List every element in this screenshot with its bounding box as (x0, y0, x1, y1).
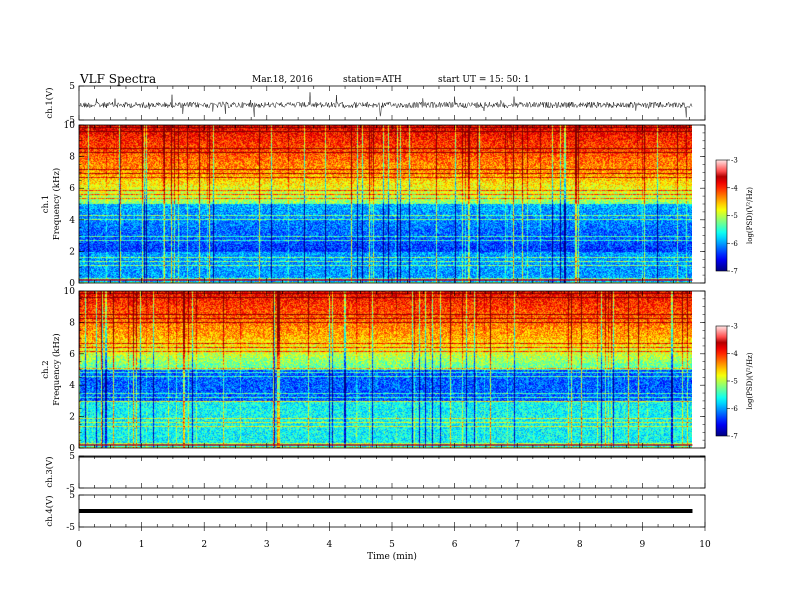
colorbar-tick-label: -3 (731, 323, 738, 331)
x-axis-label: Time (min) (367, 551, 417, 562)
colorbar-label: log(PSD)(V²/Hz) (746, 187, 754, 244)
panel-ylabel: ch.3(V) (44, 456, 55, 487)
colorbar-tick-label: -3 (731, 157, 738, 165)
x-tick-label: 3 (264, 540, 270, 550)
colorbar-tick-label: -4 (731, 184, 738, 192)
colorbar (715, 159, 728, 272)
x-tick-label: 8 (577, 540, 583, 550)
y-tick-label: 10 (64, 287, 76, 297)
x-tick-label: 7 (514, 540, 520, 550)
y-tick-label: 0 (69, 279, 75, 289)
y-tick-label: 5 (69, 452, 75, 462)
ch1-signal-trace (78, 92, 693, 118)
colorbar-tick-label: -4 (731, 350, 738, 358)
x-tick-label: 2 (201, 540, 207, 550)
y-tick-label: 4 (69, 216, 75, 226)
x-tick-label: 1 (139, 540, 145, 550)
y-tick-label: -5 (66, 116, 75, 126)
y-tick-label: 8 (69, 318, 75, 328)
colorbar (715, 325, 728, 437)
ch2-spectrogram-panel: ch.2 Frequency (kHz) 0 2 4 6 8 10 -3 -4 -5 -6 -7 log(… (41, 287, 754, 454)
colorbar-tick-label: -5 (731, 378, 738, 386)
x-tick-label: 5 (389, 540, 395, 550)
x-tick-label: 6 (452, 540, 458, 550)
x-tick-label: 9 (640, 540, 646, 550)
y-tick-label: -5 (66, 484, 75, 494)
panel-ylabel-channel: ch.2 (41, 360, 51, 378)
spectrogram-image (79, 125, 692, 283)
ch3-waveform-panel: 5 -5 ch.3(V) (44, 452, 706, 494)
y-tick-label: 6 (69, 184, 75, 194)
y-tick-label: 5 (69, 82, 75, 92)
x-tick-label: 4 (327, 540, 333, 550)
ch4-waveform-panel: 5 -5 ch.4(V) (44, 491, 706, 533)
x-tick-label: 0 (76, 540, 82, 550)
ch1-waveform-panel: 5 -5 ch.1(V) (44, 82, 706, 126)
spectrogram-image (79, 291, 692, 448)
figure-title: VLF Spectra (79, 72, 156, 86)
colorbar-tick-label: -7 (731, 433, 738, 441)
ch1-spectrogram-panel: ch.1 Frequency (kHz) 0 2 4 6 8 10 -3 -4 -5 -6 -7 log(… (41, 121, 754, 289)
y-tick-label: 10 (64, 121, 76, 131)
y-tick-label: 0 (69, 444, 75, 454)
y-tick-label: 6 (69, 350, 75, 360)
y-tick-label: 2 (69, 247, 75, 257)
colorbar-label: log(PSD)(V²/Hz) (746, 352, 754, 409)
y-tick-label: 4 (69, 381, 75, 391)
panel-frame (78, 85, 706, 121)
y-tick-label: -5 (66, 523, 75, 533)
time-axis: 0 1 2 3 4 5 6 7 8 9 10 Time (min) (76, 527, 711, 562)
x-tick-label: 10 (699, 540, 711, 550)
panel-ylabel-channel: ch.1 (41, 195, 51, 213)
y-tick-label: 2 (69, 413, 75, 423)
date-label: Mar.18, 2016 (252, 75, 313, 85)
panel-ylabel-frequency: Frequency (kHz) (51, 168, 62, 240)
colorbar-tick-label: -7 (731, 268, 738, 276)
panel-ylabel: ch.4(V) (44, 495, 55, 526)
station-label: station=ATH (343, 75, 402, 85)
panel-ylabel: ch.1(V) (44, 87, 55, 118)
y-tick-label: 5 (69, 491, 75, 501)
y-tick-label: 8 (69, 153, 75, 163)
colorbar-tick-label: -6 (731, 405, 738, 413)
start-time-label: start UT = 15: 50: 1 (438, 75, 530, 85)
panel-ylabel-frequency: Frequency (kHz) (51, 333, 62, 405)
colorbar-tick-label: -6 (731, 240, 738, 248)
colorbar-tick-label: -5 (731, 212, 738, 220)
